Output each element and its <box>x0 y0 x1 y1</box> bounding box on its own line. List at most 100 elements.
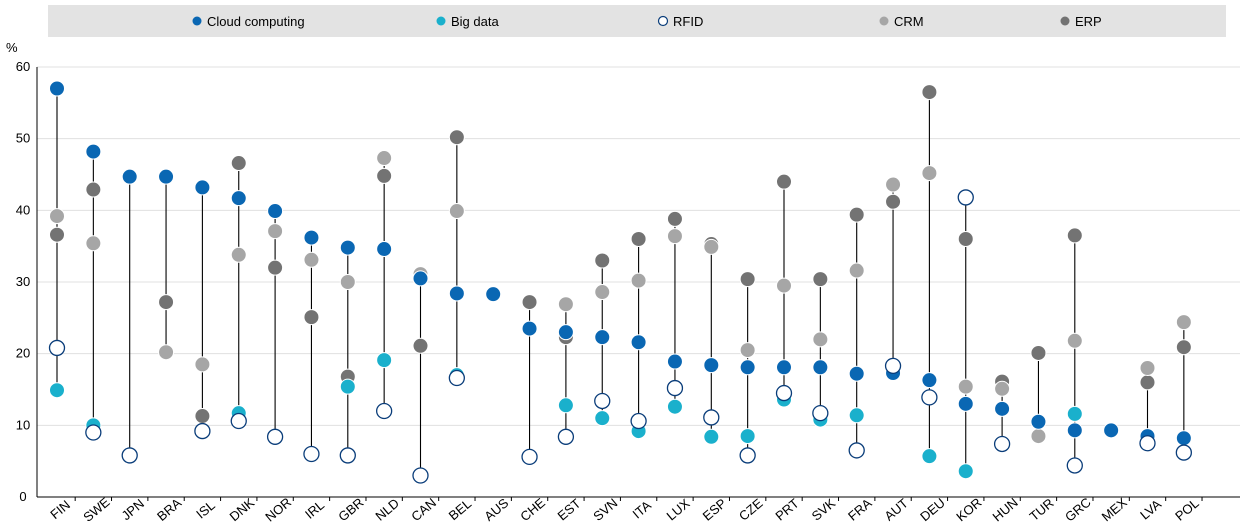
point-cloud-computing <box>703 357 720 374</box>
x-tick-label: JPN <box>119 496 147 523</box>
y-tick-label: 20 <box>16 346 30 361</box>
point-cloud-computing <box>739 359 756 376</box>
point-cloud-computing <box>666 353 683 370</box>
point-big-data <box>376 352 393 369</box>
point-erp <box>630 231 647 247</box>
point-rfid <box>521 448 538 466</box>
point-rfid <box>121 447 138 464</box>
legend-marker-crm <box>879 16 889 26</box>
y-axis-ticks: 0 10 20 30 40 50 60 <box>16 59 30 504</box>
legend-label-cloud-computing: Cloud computing <box>207 14 305 29</box>
point-cloud-computing <box>557 324 574 341</box>
legend-marker-big-data <box>436 16 446 26</box>
point-rfid <box>266 428 284 445</box>
point-erp <box>812 271 829 288</box>
point-cloud-computing <box>776 359 792 376</box>
point-rfid <box>339 447 356 464</box>
point-cloud-computing <box>194 179 211 196</box>
point-cloud-computing <box>230 190 247 207</box>
point-cloud-computing <box>448 285 465 302</box>
point-cloud-computing <box>630 334 647 351</box>
x-tick-label: BEL <box>446 496 474 523</box>
point-cloud-computing <box>303 229 320 246</box>
point-rfid <box>993 435 1011 453</box>
point-crm <box>1175 314 1192 331</box>
point-rfid <box>85 424 102 441</box>
point-crm <box>267 223 284 240</box>
point-rfid <box>1066 457 1083 474</box>
point-crm <box>703 238 720 255</box>
point-cloud-computing <box>339 239 356 256</box>
point-erp <box>885 193 902 210</box>
point-cloud-computing <box>1103 422 1120 439</box>
point-rfid <box>812 404 829 422</box>
legend-label-rfid: RFID <box>673 14 703 29</box>
point-rfid <box>739 447 756 464</box>
point-crm <box>1139 360 1156 376</box>
point-crm <box>1030 428 1047 445</box>
x-tick-label: PRT <box>772 495 801 523</box>
x-tick-label: NLD <box>372 495 402 523</box>
legend-background <box>48 5 1226 37</box>
x-tick-label: GRC <box>1062 495 1094 525</box>
point-erp <box>1175 339 1192 356</box>
point-crm <box>339 274 356 290</box>
point-rfid <box>884 357 902 375</box>
x-tick-label: IRL <box>302 497 327 521</box>
point-crm <box>557 296 574 313</box>
y-tick-label: 60 <box>16 59 30 74</box>
x-tick-label: FRA <box>845 495 875 523</box>
x-tick-label: AUT <box>881 495 911 523</box>
x-tick-label: CAN <box>408 495 439 524</box>
point-big-data <box>666 398 683 415</box>
point-cloud-computing <box>158 168 175 185</box>
point-cloud-computing <box>376 241 393 258</box>
point-cloud-computing <box>1175 430 1192 447</box>
point-big-data <box>557 397 574 414</box>
x-tick-label: ESP <box>700 495 730 523</box>
point-cloud-computing <box>49 80 65 97</box>
point-erp <box>448 129 465 146</box>
x-tick-label: BRA <box>154 495 184 524</box>
x-tick-label: GBR <box>335 495 366 525</box>
point-erp <box>666 210 683 227</box>
y-tick-label: 0 <box>19 489 26 504</box>
legend-marker-cloud-computing <box>192 16 202 26</box>
point-erp <box>776 173 792 190</box>
point-rfid <box>48 339 66 357</box>
x-tick-label: DEU <box>917 495 948 524</box>
point-big-data <box>339 378 356 395</box>
point-crm <box>303 251 320 268</box>
x-tick-label: POL <box>1172 495 1202 523</box>
point-erp <box>957 231 974 247</box>
point-cloud-computing <box>1030 413 1047 430</box>
point-crm <box>812 331 829 348</box>
x-tick-label: NOR <box>262 495 294 525</box>
point-rfid <box>703 409 720 426</box>
x-tick-label: DNK <box>227 495 258 524</box>
point-cloud-computing <box>957 395 974 412</box>
point-crm <box>85 235 102 252</box>
legend-marker-erp <box>1060 16 1070 26</box>
point-erp <box>376 167 393 184</box>
point-rfid <box>557 428 575 445</box>
legend: Cloud computing Big data RFID CRM ERP <box>192 14 1102 29</box>
point-crm <box>630 272 647 289</box>
point-erp <box>49 226 65 243</box>
x-tick-label: CZE <box>736 495 766 523</box>
point-rfid <box>1139 435 1156 452</box>
data-points <box>48 80 1192 484</box>
point-crm <box>49 208 65 225</box>
point-big-data <box>594 410 611 427</box>
point-crm <box>448 203 465 220</box>
point-rfid <box>848 442 865 459</box>
x-tick-label: LVA <box>1137 496 1164 522</box>
point-crm <box>376 150 393 167</box>
y-tick-label: 10 <box>16 417 30 432</box>
point-erp <box>739 271 756 288</box>
x-tick-label: SWE <box>80 494 113 525</box>
point-erp <box>921 84 938 101</box>
y-axis-unit-label: % <box>6 40 18 55</box>
point-rfid <box>666 379 684 397</box>
point-cloud-computing <box>848 365 865 382</box>
